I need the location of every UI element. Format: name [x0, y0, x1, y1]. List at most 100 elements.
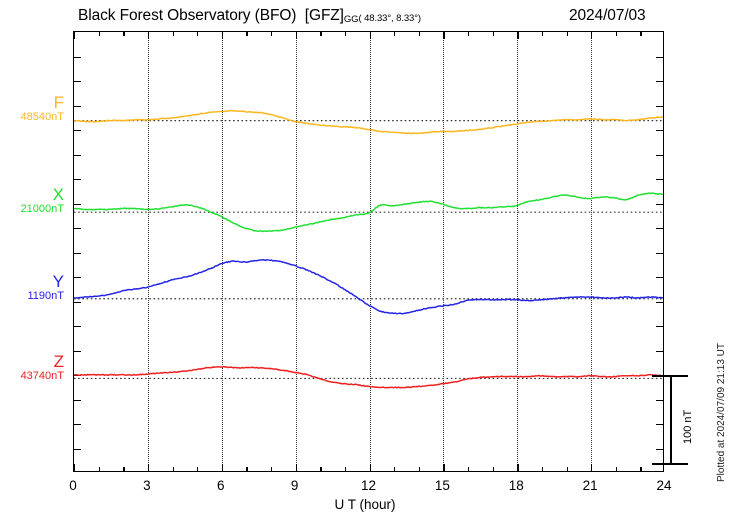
tick-left-2: [74, 81, 81, 83]
tick-top-9: [295, 32, 297, 39]
x-tick-label-6: 6: [216, 478, 225, 493]
tick-bottom-16: [468, 467, 470, 471]
component-label-X: X 21000nT: [0, 186, 64, 216]
tick-bottom-21: [591, 464, 593, 471]
tick-bottom-22: [615, 467, 618, 471]
station-coordinates: ( 48.33°, 8.33°): [358, 13, 421, 24]
observation-date: 2024/07/03: [569, 7, 646, 24]
tick-bottom-18: [517, 464, 519, 471]
tick-right-11: [656, 301, 663, 303]
component-symbol-Z: Z: [53, 352, 64, 371]
tick-bottom-12: [369, 464, 371, 471]
scale-bar-bottom-cap: [652, 463, 688, 465]
plot-inner: [74, 32, 663, 471]
tick-bottom-2: [123, 467, 125, 471]
tick-left-7: [74, 203, 81, 205]
tick-bottom-17: [492, 467, 494, 471]
gridline-hour-15: [443, 32, 445, 471]
component-baseline-Y: 1190nT: [27, 290, 65, 302]
tick-left-12: [74, 326, 81, 328]
plotted-timestamp: Plotted at 2024/07/09 21:13 UT: [716, 343, 727, 482]
tick-right-13: [656, 350, 663, 352]
x-tick-label-24: 24: [656, 478, 672, 493]
component-symbol-Y: Y: [52, 272, 64, 291]
tick-top-0: [74, 32, 76, 39]
tick-right-15: [656, 399, 663, 401]
component-baseline-F: 48540nT: [20, 111, 64, 123]
tick-left-15: [74, 399, 81, 401]
tick-right-8: [656, 228, 663, 230]
tick-top-18: [517, 32, 519, 39]
tick-top-20: [566, 32, 568, 36]
tick-bottom-11: [344, 467, 347, 471]
institute-code: [GFZ]: [304, 7, 344, 24]
tick-left-10: [74, 277, 81, 279]
tick-bottom-19: [541, 467, 544, 471]
tick-bottom-1: [98, 467, 100, 471]
x-tick-label-9: 9: [290, 478, 299, 493]
tick-left-16: [74, 424, 81, 426]
component-label-Y: Y 1190nT: [0, 272, 65, 303]
tick-right-7: [656, 203, 663, 205]
gridline-hour-3: [147, 32, 149, 471]
tick-top-6: [221, 32, 224, 39]
tick-left-4: [74, 130, 81, 132]
tick-top-22: [615, 32, 618, 36]
institute-subscript: GG: [343, 14, 359, 25]
tick-right-9: [656, 252, 663, 254]
tick-bottom-10: [320, 467, 322, 471]
gridline-hour-9: [295, 32, 297, 471]
tick-top-23: [640, 32, 642, 36]
gridline-hour-6: [221, 32, 223, 471]
scale-bar-line: [670, 375, 672, 465]
tick-left-17: [74, 448, 81, 450]
tick-left-13: [74, 350, 81, 352]
tick-bottom-14: [418, 467, 421, 471]
tick-top-15: [443, 32, 445, 39]
x-tick-label-18: 18: [508, 478, 524, 493]
tick-left-8: [74, 228, 81, 230]
scale-bar: 100 nT: [652, 375, 710, 465]
tick-top-3: [147, 32, 150, 39]
component-label-F: F 48540nT: [0, 94, 64, 124]
chart-header: Black Forest Observatory (BFO) [GFZ]GG( …: [0, 0, 730, 30]
tick-bottom-3: [147, 464, 150, 471]
tick-bottom-13: [394, 467, 396, 471]
tick-top-12: [369, 32, 371, 39]
tick-bottom-7: [246, 467, 248, 471]
tick-left-6: [74, 179, 81, 181]
tick-right-1: [656, 56, 663, 58]
tick-top-14: [418, 32, 421, 36]
tick-top-17: [492, 32, 494, 36]
tick-bottom-4: [172, 467, 174, 471]
tick-top-11: [344, 32, 347, 36]
tick-top-8: [271, 32, 273, 36]
tick-right-2: [656, 81, 663, 83]
trace-X: [74, 192, 663, 233]
trace-Y: [74, 258, 663, 315]
tick-top-4: [172, 32, 174, 36]
page-title: Black Forest Observatory (BFO) [GFZ]GG( …: [78, 7, 421, 25]
tick-right-10: [656, 277, 663, 279]
tick-right-5: [656, 154, 663, 156]
tick-bottom-23: [640, 467, 642, 471]
station-name: Black Forest Observatory (BFO): [78, 7, 297, 24]
tick-top-10: [320, 32, 322, 36]
tick-left-11: [74, 301, 81, 303]
gridline-hour-21: [591, 32, 593, 471]
tick-bottom-5: [197, 467, 199, 471]
tick-left-5: [74, 154, 81, 156]
tick-bottom-20: [566, 467, 568, 471]
tick-left-3: [74, 105, 81, 107]
x-tick-label-12: 12: [360, 478, 377, 493]
tick-right-3: [656, 105, 663, 107]
tick-top-13: [394, 32, 396, 36]
scale-bar-label: 100 nT: [682, 409, 694, 444]
component-baseline-Z: 43740nT: [20, 370, 64, 382]
tick-bottom-9: [295, 464, 297, 471]
tick-top-1: [98, 32, 100, 36]
plot-area: [73, 31, 664, 472]
tick-top-16: [468, 32, 470, 36]
x-tick-label-15: 15: [434, 478, 450, 493]
component-baseline-X: 21000nT: [20, 203, 64, 215]
